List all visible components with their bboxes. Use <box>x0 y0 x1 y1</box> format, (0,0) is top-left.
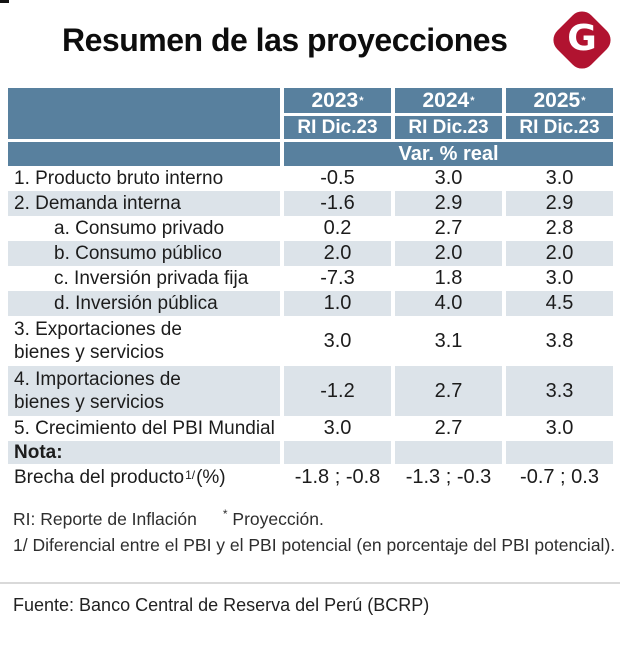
header-year-2024: 2024 * <box>395 88 502 113</box>
table-row: b. Consumo público 2.0 2.0 2.0 <box>8 241 613 266</box>
footnote-projection: Proyección. <box>232 509 324 529</box>
row-label: 2. Demanda interna <box>8 191 280 216</box>
row-label: c. Inversión privada fija <box>54 268 249 289</box>
table-row: 3. Exportaciones de bienes y servicios 3.… <box>8 316 613 366</box>
row-label: 1. Producto bruto interno <box>14 168 224 189</box>
page-title: Resumen de las proyecciones <box>62 22 508 58</box>
value-cell: 3.1 <box>434 329 463 352</box>
year-label: 2025 <box>533 88 581 112</box>
value-cell: 2.7 <box>434 217 463 239</box>
value-cell: 2.8 <box>545 217 574 239</box>
unit-row-corner-cell <box>8 142 280 166</box>
header-edition-2023: RI Dic.23 <box>284 116 391 139</box>
footnote-ri: RI: Reporte de Inflación <box>13 509 197 529</box>
value-cell: -1.8 ; -0.8 <box>294 466 381 488</box>
footnotes: RI: Reporte de Inflación * Proyección. 1/… <box>13 506 615 558</box>
value-cell: 0.2 <box>323 217 352 239</box>
table-row: c. Inversión privada fija -7.3 1.8 3.0 <box>8 266 613 291</box>
divider-line <box>0 582 620 584</box>
value-cell: 3.3 <box>506 366 613 416</box>
value-cell: -1.6 <box>284 191 391 216</box>
row-label: b. Consumo público <box>8 241 280 266</box>
row-label: Brecha del producto 1/ (%) <box>14 467 226 488</box>
table-row: a. Consumo privado 0.2 2.7 2.8 <box>8 216 613 241</box>
footnote-asterisk: * <box>222 507 228 522</box>
row-label: 4. Importaciones de bienes y servicios <box>8 366 280 416</box>
table-row: d. Inversión pública 1.0 4.0 4.5 <box>8 291 613 316</box>
value-cell: 2.0 <box>395 241 502 266</box>
value-cell <box>506 441 613 464</box>
value-cell: 4.0 <box>395 291 502 316</box>
table-row: Nota: <box>8 441 613 464</box>
table-body: 1. Producto bruto interno -0.5 3.0 3.0 2. De… <box>8 166 613 491</box>
header-edition-2024: RI Dic.23 <box>395 116 502 139</box>
value-cell: 3.0 <box>545 167 574 189</box>
value-cell: -0.7 ; 0.3 <box>520 466 599 488</box>
table-row: Brecha del producto 1/ (%) -1.8 ; -0.8 -1.3… <box>8 464 613 491</box>
row-label: Nota: <box>8 441 280 464</box>
value-cell: 1.8 <box>434 267 463 289</box>
value-cell <box>284 441 391 464</box>
row-label: 3. Exportaciones de bienes y servicios <box>14 319 182 363</box>
crop-artifact <box>0 0 9 3</box>
value-cell: 4.5 <box>506 291 613 316</box>
year-label: 2023 <box>311 88 359 112</box>
footnote-line-2: 1/ Diferencial entre el PBI y el PBI pot… <box>13 535 616 555</box>
value-cell: 3.8 <box>545 329 574 352</box>
value-cell: 1.0 <box>284 291 391 316</box>
value-cell: 3.0 <box>545 267 574 289</box>
header-year-2023: 2023 * <box>284 88 391 113</box>
value-cell: 2.9 <box>395 191 502 216</box>
header-corner-cell <box>8 88 280 139</box>
projections-table: 2023 * 2024 * 2025 * RI Dic.23 RI Dic.23 RI… <box>8 88 613 491</box>
header-year-2025: 2025 * <box>506 88 613 113</box>
value-cell: 3.0 <box>323 417 352 439</box>
logo-letter: G <box>567 18 597 59</box>
value-cell: -1.3 ; -0.3 <box>405 466 492 488</box>
year-label: 2024 <box>422 88 470 112</box>
value-cell: -0.5 <box>320 167 355 189</box>
table-row: 2. Demanda interna -1.6 2.9 2.9 <box>8 191 613 216</box>
value-cell: 2.9 <box>506 191 613 216</box>
value-cell: 3.0 <box>323 329 352 352</box>
row-label: a. Consumo privado <box>54 218 225 239</box>
row-label: 5. Crecimiento del PBI Mundial <box>14 418 275 439</box>
value-cell: 3.0 <box>434 167 463 189</box>
value-cell: 2.0 <box>506 241 613 266</box>
footnote-line-1: RI: Reporte de Inflación * Proyección. <box>13 506 615 532</box>
header-edition-2025: RI Dic.23 <box>506 116 613 139</box>
source-line: Fuente: Banco Central de Reserva del Per… <box>13 595 430 615</box>
table-header: 2023 * 2024 * 2025 * RI Dic.23 RI Dic.23 RI… <box>8 88 613 139</box>
value-cell: 2.0 <box>284 241 391 266</box>
value-cell: -7.3 <box>320 267 355 289</box>
value-cell: 3.0 <box>545 417 574 439</box>
unit-row-label: Var. % real <box>284 142 613 166</box>
table-row: 1. Producto bruto interno -0.5 3.0 3.0 <box>8 166 613 191</box>
value-cell: -1.2 <box>284 366 391 416</box>
value-cell <box>395 441 502 464</box>
table-row: 5. Crecimiento del PBI Mundial 3.0 2.7 3.0 <box>8 416 613 441</box>
row-label: d. Inversión pública <box>8 291 280 316</box>
value-cell: 2.7 <box>434 417 463 439</box>
gestion-logo: G <box>548 6 616 74</box>
table-row: 4. Importaciones de bienes y servicios -1… <box>8 366 613 416</box>
value-cell: 2.7 <box>395 366 502 416</box>
table-unit-row: Var. % real <box>8 142 613 166</box>
